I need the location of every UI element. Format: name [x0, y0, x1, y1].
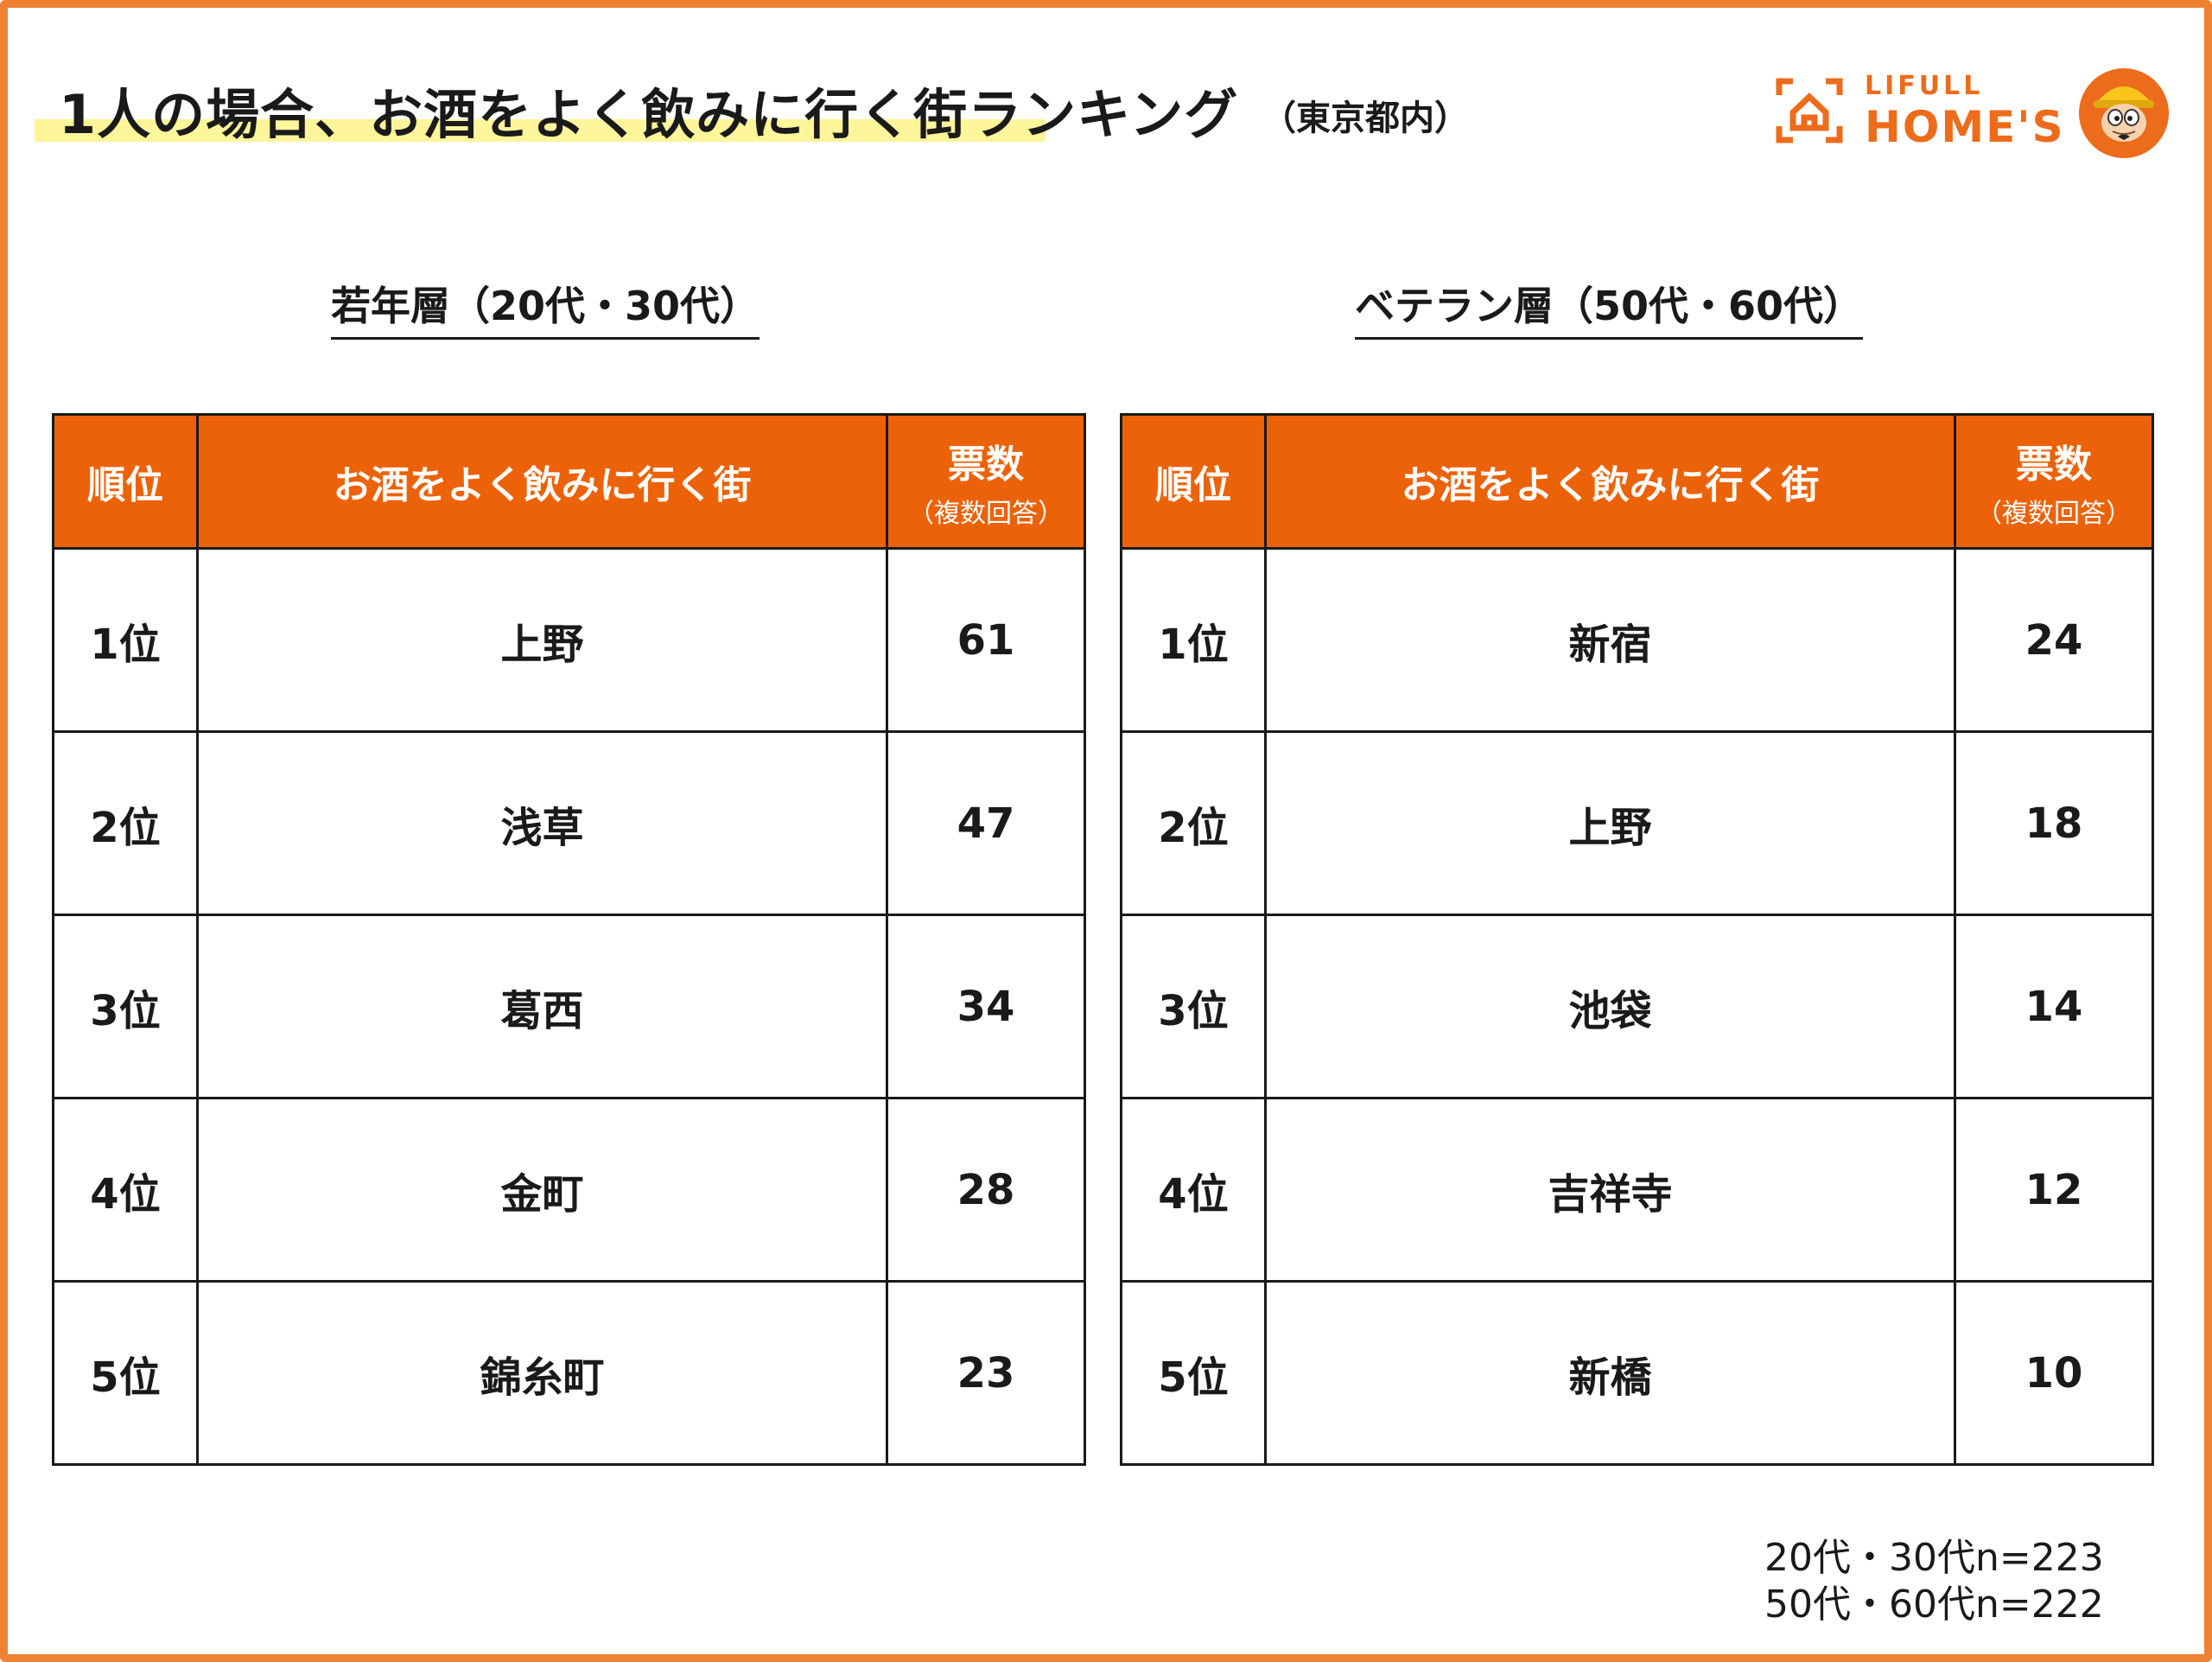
table-row: 1位 新宿 24	[1120, 547, 2154, 733]
votes-cell: 10	[1954, 1280, 2154, 1466]
votes-header: 票数 （複数回答）	[1954, 413, 2154, 550]
left-section-heading: 若年層（20代・30代）	[331, 275, 760, 340]
town-cell: 池袋	[1264, 914, 1956, 1099]
table-row: 4位 吉祥寺 12	[1120, 1097, 2154, 1283]
logo-small-text: LIFULL	[1865, 71, 1984, 101]
rank-cell: 1位	[1120, 547, 1267, 733]
sample-size-note: 20代・30代n=223 50代・60代n=222	[1764, 1535, 2104, 1628]
votes-cell: 47	[886, 730, 1086, 916]
veteran-ranking-table: 順位 お酒をよく飲みに行く街 票数 （複数回答） 1位 新宿 24 2位 上野 …	[1120, 413, 2154, 1466]
rank-cell: 4位	[52, 1097, 199, 1283]
house-icon	[1776, 78, 1843, 143]
votes-cell: 18	[1954, 730, 2154, 916]
town-cell: 葛西	[196, 914, 888, 1099]
right-section-heading: ベテラン層（50代・60代）	[1355, 275, 1864, 340]
title-highlight	[35, 119, 1046, 142]
table-row: 3位 葛西 34	[52, 914, 1086, 1099]
votes-cell: 24	[1954, 547, 2154, 733]
town-cell: 吉祥寺	[1264, 1097, 1956, 1283]
votes-cell: 12	[1954, 1097, 2154, 1283]
sample-size-veteran: 50代・60代n=222	[1764, 1582, 2104, 1627]
rank-cell: 3位	[52, 914, 199, 1099]
town-cell: 上野	[196, 547, 888, 733]
logo-big-text: HOME'S	[1865, 102, 2065, 152]
rank-cell: 1位	[52, 547, 199, 733]
votes-cell: 23	[886, 1280, 1086, 1466]
page-subtitle: （東京都内）	[1262, 99, 1469, 138]
votes-header-label: 票数	[2016, 443, 2092, 487]
votes-cell: 28	[886, 1097, 1086, 1283]
votes-cell: 14	[1954, 914, 2154, 1099]
town-cell: 金町	[196, 1097, 888, 1283]
table-row: 1位 上野 61	[52, 547, 1086, 733]
town-header: お酒をよく飲みに行く街	[196, 413, 888, 550]
table-row: 4位 金町 28	[52, 1097, 1086, 1283]
rank-cell: 5位	[1120, 1280, 1267, 1466]
young-ranking-table: 順位 お酒をよく飲みに行く街 票数 （複数回答） 1位 上野 61 2位 浅草 …	[52, 413, 1086, 1466]
rank-cell: 4位	[1120, 1097, 1267, 1283]
votes-header: 票数 （複数回答）	[886, 413, 1086, 550]
town-cell: 新橋	[1264, 1280, 1956, 1466]
rank-cell: 2位	[1120, 730, 1267, 916]
table-header-row: 順位 お酒をよく飲みに行く街 票数 （複数回答）	[1120, 413, 2154, 550]
town-cell: 浅草	[196, 730, 888, 916]
sample-size-young: 20代・30代n=223	[1764, 1536, 2104, 1580]
lifull-homes-logo: LIFULL HOME'S	[1776, 67, 2173, 162]
town-cell: 上野	[1264, 730, 1956, 916]
table-row: 5位 錦糸町 23	[52, 1280, 1086, 1466]
rank-header: 順位	[52, 413, 199, 550]
town-cell: 新宿	[1264, 547, 1956, 733]
town-cell: 錦糸町	[196, 1280, 888, 1466]
votes-cell: 61	[886, 547, 1086, 733]
table-row: 2位 上野 18	[1120, 730, 2154, 916]
page-title: 1人の場合、お酒をよく飲みに行く街ランキング	[59, 83, 1239, 146]
table-header-row: 順位 お酒をよく飲みに行く街 票数 （複数回答）	[52, 413, 1086, 550]
rank-header: 順位	[1120, 413, 1267, 550]
table-row: 5位 新橋 10	[1120, 1280, 2154, 1466]
title-block: 1人の場合、お酒をよく飲みに行く街ランキング	[35, 71, 1239, 149]
votes-cell: 34	[886, 914, 1086, 1099]
table-row: 2位 浅草 47	[52, 730, 1086, 916]
mascot-icon	[2079, 68, 2169, 158]
rank-cell: 5位	[52, 1280, 199, 1466]
rank-cell: 2位	[52, 730, 199, 916]
votes-header-note: （複数回答）	[908, 499, 1064, 529]
votes-header-label: 票数	[948, 443, 1024, 487]
town-header: お酒をよく飲みに行く街	[1264, 413, 1956, 550]
table-row: 3位 池袋 14	[1120, 914, 2154, 1099]
votes-header-note: （複数回答）	[1976, 499, 2132, 529]
rank-cell: 3位	[1120, 914, 1267, 1099]
